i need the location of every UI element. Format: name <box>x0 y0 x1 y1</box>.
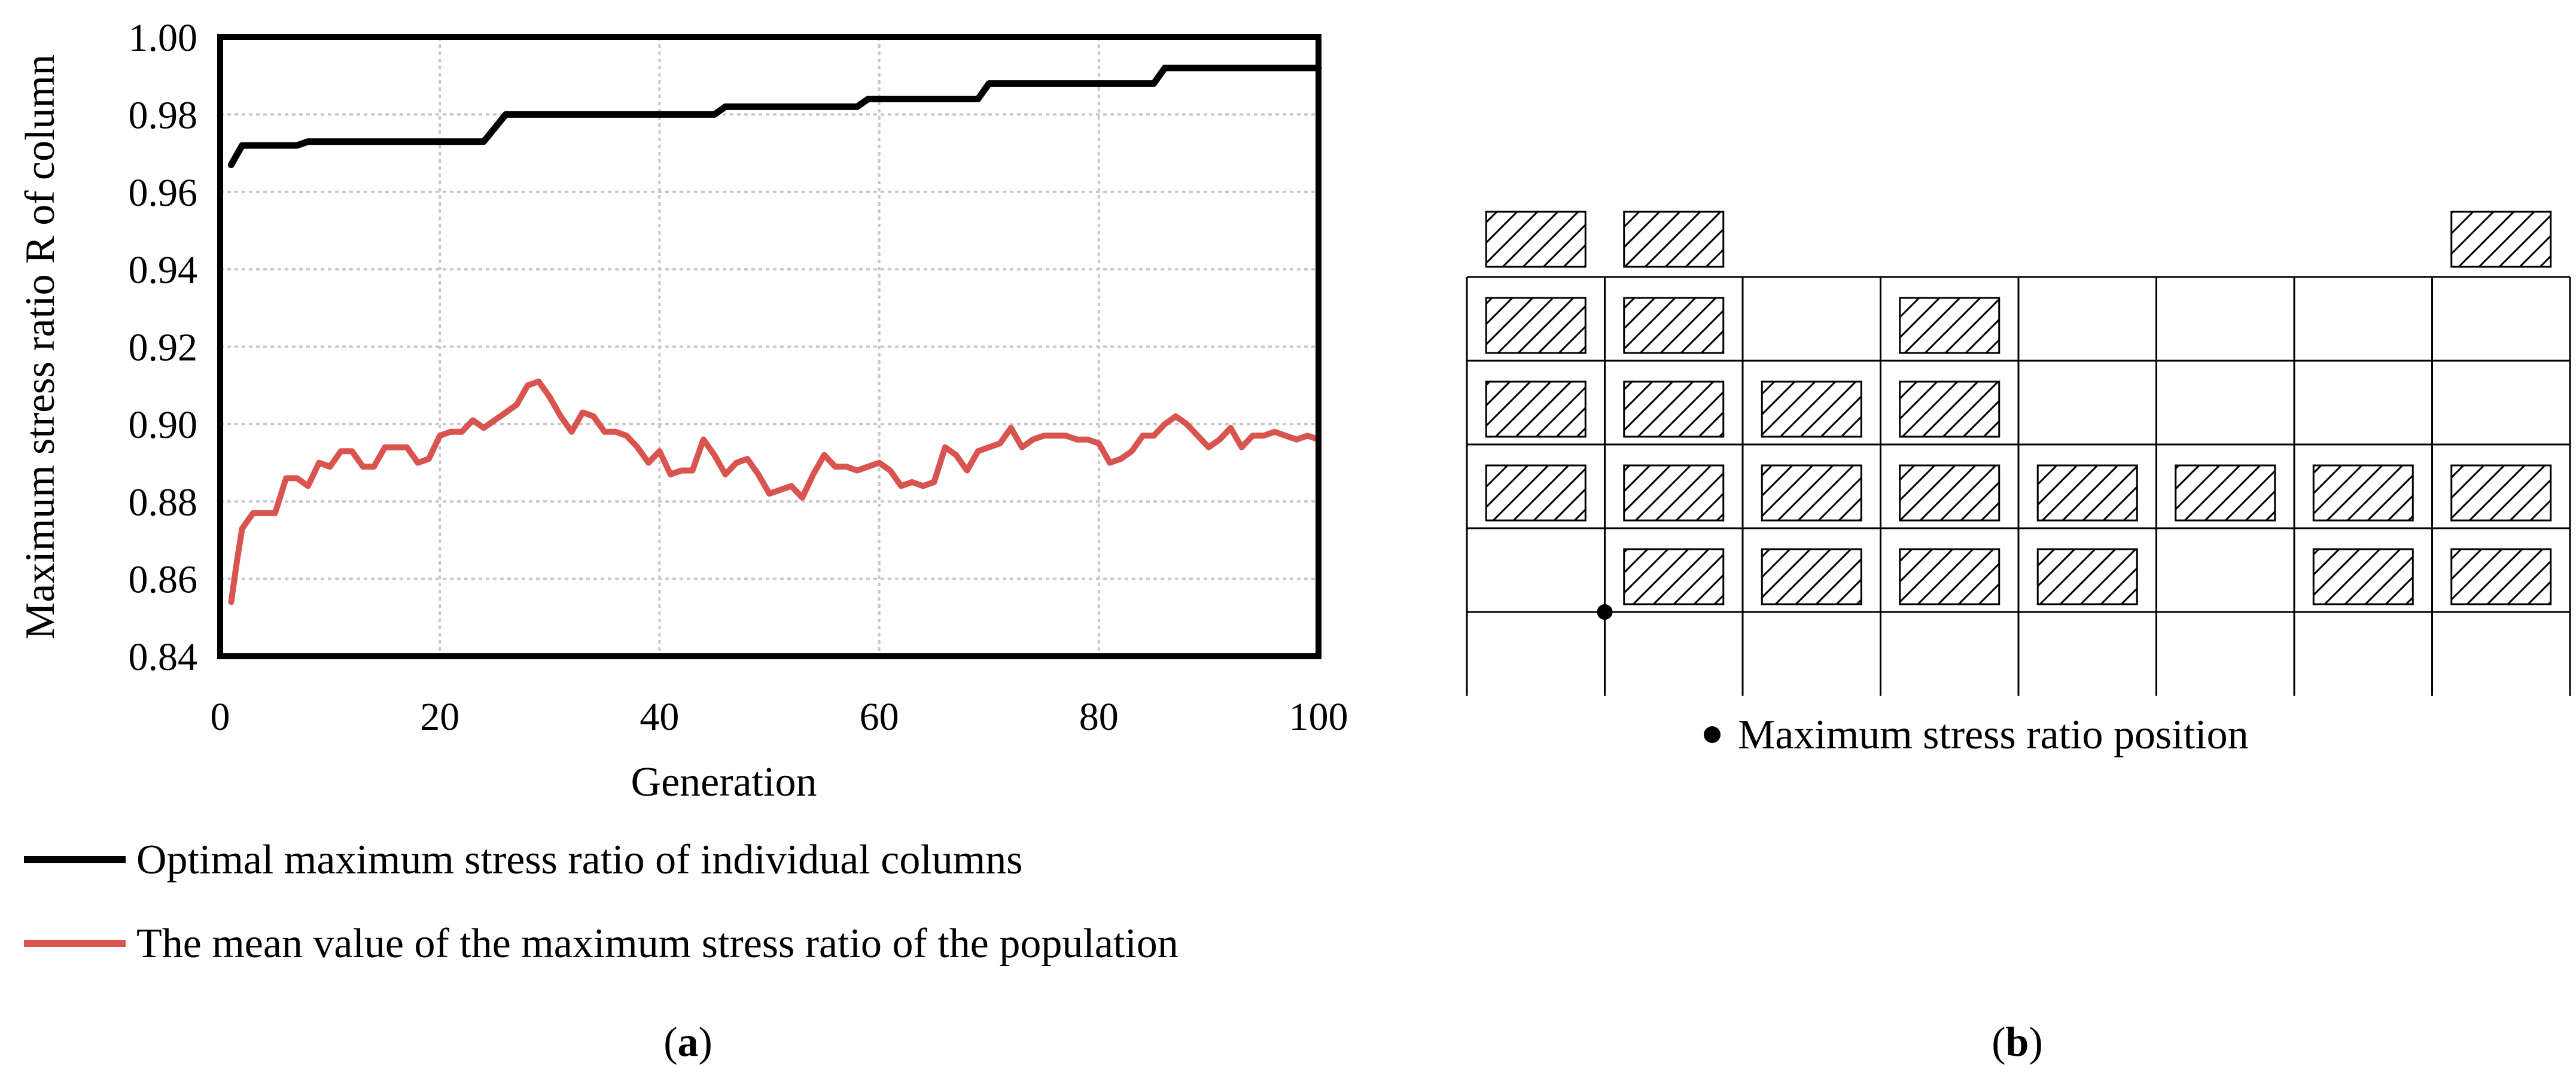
hatched-column-cell <box>1623 548 1725 605</box>
hatched-column-cell <box>1623 297 1725 354</box>
caption-b-close: ) <box>2029 1019 2042 1065</box>
max-stress-position-marker <box>1597 604 1613 620</box>
series-line-optimal <box>227 65 1322 168</box>
hatched-column-cell <box>2036 548 2138 605</box>
hatched-column-cell <box>1623 380 1725 438</box>
hatched-column-cell <box>2450 464 2552 522</box>
y-tick-label: 0.94 <box>129 248 198 292</box>
caption-a-open: ( <box>663 1019 677 1065</box>
series-line-mean <box>228 378 1322 605</box>
hatched-column-cell <box>1761 380 1862 438</box>
panel-label-a: (a) <box>663 1019 712 1065</box>
x-tick-labels: 0 20 40 60 80 100 <box>211 695 1348 739</box>
hatched-column-cell <box>2312 548 2414 605</box>
y-tick-label: 0.98 <box>129 93 198 137</box>
hatched-column-cell <box>1623 211 1725 268</box>
x-tick-label: 0 <box>211 695 230 739</box>
panel-label-b: (b) <box>1992 1019 2043 1065</box>
y-tick-label: 0.84 <box>129 635 198 679</box>
hatched-column-cell <box>2450 211 2552 268</box>
legend-label-optimal: Optimal maximum stress ratio of individu… <box>136 837 1022 883</box>
hatched-column-cell <box>1899 548 2000 605</box>
legend-dot-icon <box>1704 726 1721 743</box>
hatched-column-cell <box>2036 464 2138 522</box>
y-tick-label: 1.00 <box>129 16 198 60</box>
chart-legend: Optimal maximum stress ratio of individu… <box>24 837 1179 967</box>
hatched-column-cell <box>1761 464 1862 522</box>
caption-a-letter: a <box>678 1019 699 1065</box>
hatched-column-cell <box>1899 380 2000 438</box>
column-layout-diagram <box>1466 211 2571 696</box>
hatched-column-cell <box>2450 548 2552 605</box>
hatched-column-cell <box>1485 464 1587 522</box>
x-tick-label: 40 <box>640 695 679 739</box>
x-tick-label: 20 <box>420 695 459 739</box>
hatched-column-cell <box>1761 548 1862 605</box>
hatched-column-cell <box>1485 211 1587 268</box>
hatched-column-cell <box>2175 464 2276 522</box>
hatched-columns <box>1485 211 2552 605</box>
y-tick-labels: 0.84 0.86 0.88 0.90 0.92 0.94 0.96 0.98 1.00 <box>129 16 198 679</box>
y-tick-label: 0.96 <box>129 171 198 215</box>
chart-gridlines <box>220 37 1319 656</box>
y-axis-title: Maximum stress ratio R of column <box>17 54 63 639</box>
caption-b-open: ( <box>1992 1019 2005 1065</box>
hatched-column-cell <box>1485 380 1587 438</box>
plot-area-frame <box>217 34 1322 659</box>
hatched-column-cell <box>1899 464 2000 522</box>
hatched-column-cell <box>1623 464 1725 522</box>
layout-grid <box>1466 276 2571 696</box>
y-tick-label: 0.88 <box>129 480 198 524</box>
x-tick-label: 60 <box>860 695 899 739</box>
caption-a-close: ) <box>699 1019 712 1065</box>
chart-series-group <box>227 65 1322 605</box>
caption-b-letter: b <box>2006 1019 2029 1065</box>
y-tick-label: 0.86 <box>129 558 198 602</box>
x-tick-label: 100 <box>1289 695 1348 739</box>
y-tick-label: 0.90 <box>129 403 198 447</box>
diagram-legend-label: Maximum stress ratio position <box>1738 712 2249 758</box>
stress-ratio-line-chart: 0.84 0.86 0.88 0.90 0.92 0.94 0.96 0.98 1.00 0 20… <box>17 16 1348 805</box>
y-tick-label: 0.92 <box>129 326 198 370</box>
legend-label-mean: The mean value of the maximum stress rat… <box>136 921 1179 967</box>
hatched-column-cell <box>1899 297 2000 354</box>
hatched-column-cell <box>1485 297 1587 354</box>
x-axis-title: Generation <box>631 759 817 805</box>
hatched-column-cell <box>2312 464 2414 522</box>
x-tick-label: 80 <box>1079 695 1119 739</box>
